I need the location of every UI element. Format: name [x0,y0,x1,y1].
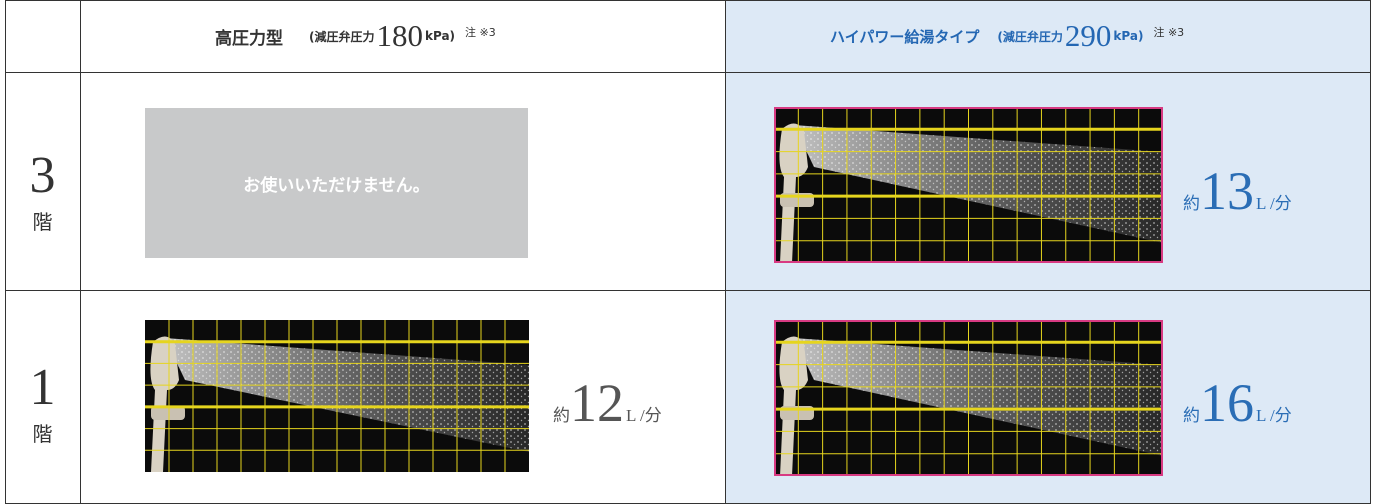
floor-label: 3 階 [5,150,80,235]
flow-value: 13 [1200,161,1254,221]
flow-prefix: 約 [553,406,570,425]
water-spray-drops [794,338,1163,456]
shower-image [145,320,529,472]
flow-rate: 約 16 L /分 [1183,372,1292,434]
border [725,0,726,504]
water-spray-drops [165,338,529,452]
floor-number: 3 [29,147,56,204]
border [5,0,6,504]
flow-value: 16 [1200,373,1254,433]
flow-rate: 約 13 L /分 [1183,160,1292,222]
pressure-unit: kPa) [1113,29,1144,43]
image-border [774,320,1163,476]
border [5,72,1371,73]
pressure-unit: kPa) [425,29,456,43]
flow-unit: L /分 [626,406,662,425]
flow-value: 12 [570,373,624,433]
flow-rate: 約 12 L /分 [553,372,662,434]
shower-head [150,336,179,472]
column-header: 高圧力型 (減圧弁圧力 180 kPa) 注 ※3 [215,0,496,72]
pressure-label: (減圧弁圧力 [309,29,375,44]
border [80,0,81,504]
flow-unit: L /分 [1256,194,1292,213]
column-header: ハイパワー給湯タイプ (減圧弁圧力 290 kPa) 注 ※3 [830,0,1184,72]
flow-prefix: 約 [1183,406,1200,425]
note: 注 ※3 [1153,26,1185,39]
column-title: ハイパワー給湯タイプ [830,27,980,46]
pressure-value: 290 [1064,18,1112,53]
floor-number: 1 [29,359,56,416]
note: 注 ※3 [465,26,496,39]
border [5,290,1371,291]
flow-unit: L /分 [1256,406,1292,425]
pressure-value: 180 [376,18,424,53]
column-title: 高圧力型 [215,28,283,49]
pressure-label: (減圧弁圧力 [997,29,1063,44]
flow-prefix: 約 [1183,194,1200,213]
floor-label: 1 階 [5,362,80,447]
image-border [774,107,1163,263]
shower-image [774,107,1163,263]
border [5,0,1371,1]
unavailable-text: お使いいただけません。 [243,175,430,196]
shower-hose [151,406,185,420]
floor-suffix: 階 [32,210,53,234]
water-spray-drops [794,125,1163,243]
border [1370,0,1371,504]
unavailable-box: お使いいただけません。 [145,108,528,258]
floor-suffix: 階 [32,422,53,446]
shower-image [774,320,1163,476]
